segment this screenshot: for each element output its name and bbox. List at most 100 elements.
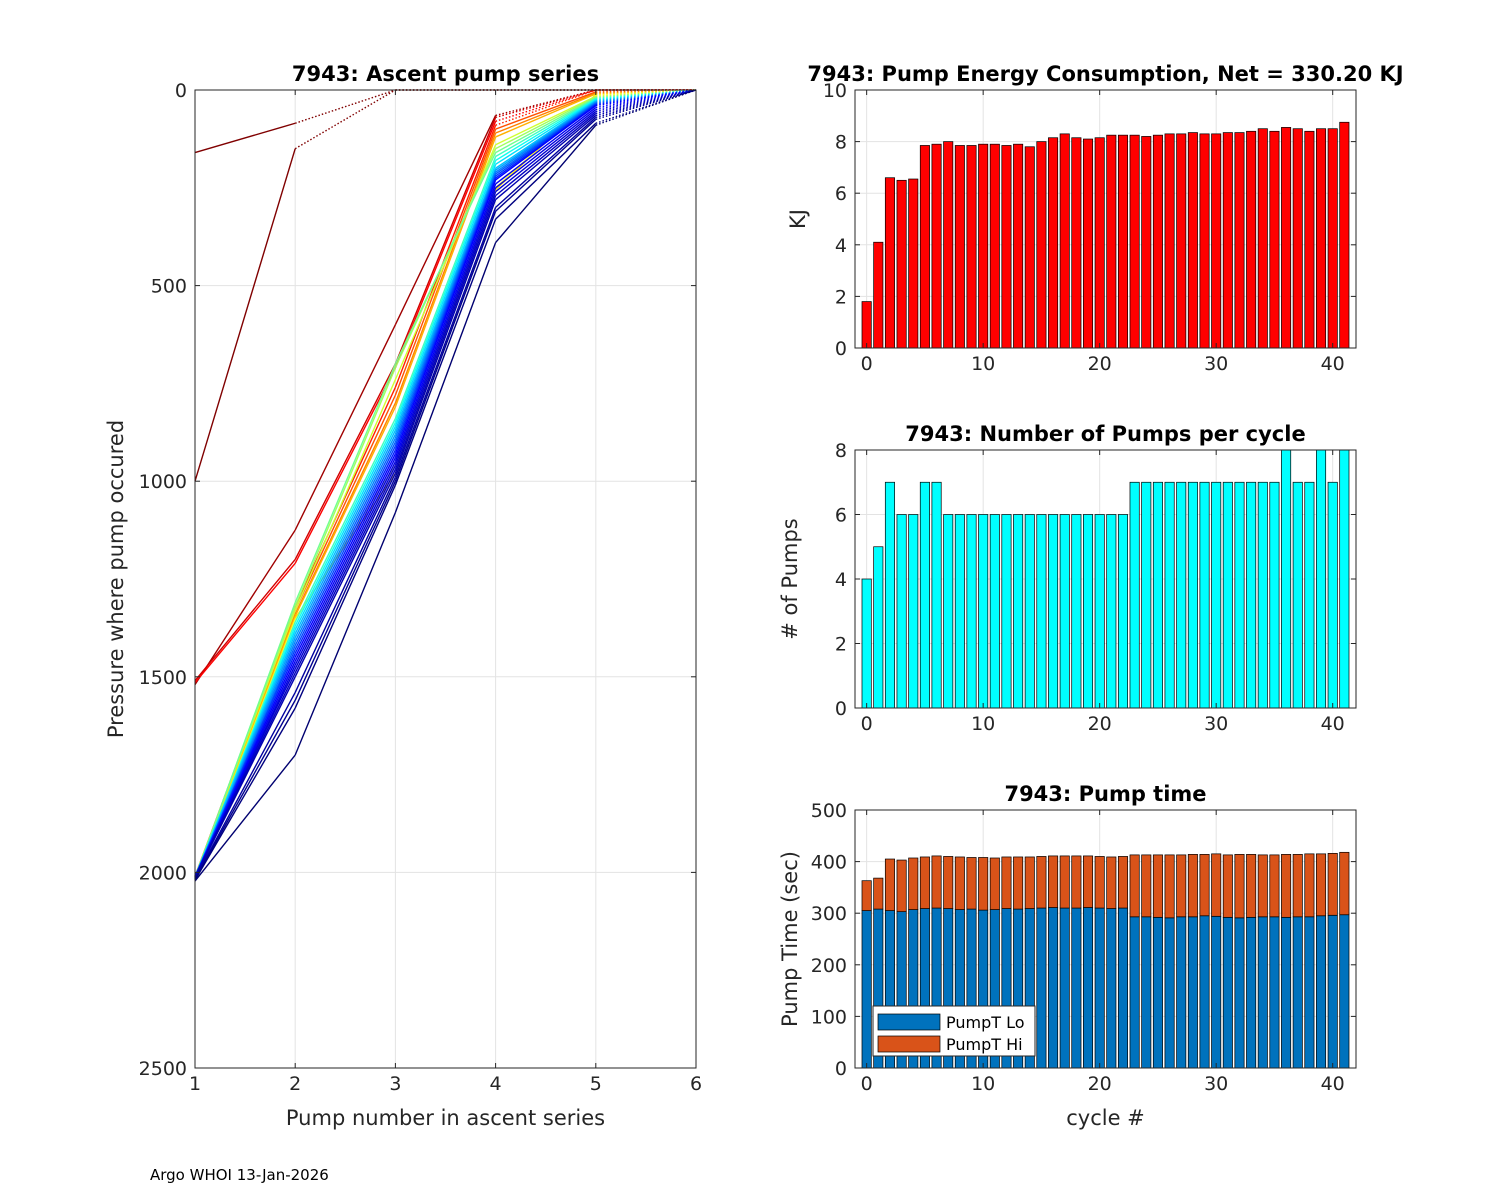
series-line-segment — [294, 379, 397, 611]
bar — [1234, 132, 1245, 349]
bar — [1164, 917, 1175, 1069]
bar — [1292, 128, 1303, 349]
x-tick-label: 0 — [861, 1073, 873, 1095]
bar — [1176, 854, 1187, 918]
bar — [1327, 128, 1338, 349]
bar — [1164, 133, 1175, 349]
bar — [1187, 854, 1198, 918]
y-tick-label: 8 — [835, 440, 847, 462]
bar — [1094, 137, 1105, 349]
bar — [1176, 916, 1187, 1069]
x-tick-label: 10 — [971, 713, 995, 735]
bar — [908, 178, 919, 349]
bar — [861, 301, 872, 349]
x-tick-label: 20 — [1088, 1073, 1112, 1095]
bar — [1292, 481, 1303, 709]
bar — [1106, 908, 1117, 1069]
series-line-segment — [394, 171, 497, 439]
energy-plot — [861, 121, 1350, 349]
bar — [1246, 130, 1257, 349]
x-tick-label: 10 — [971, 1073, 995, 1095]
bar — [943, 141, 954, 349]
bar — [1141, 481, 1152, 709]
bar — [1059, 514, 1070, 709]
x-tick-label: 6 — [690, 1073, 702, 1095]
bar — [943, 856, 954, 909]
series-line-segment — [394, 124, 497, 388]
series-line-segment — [595, 89, 697, 113]
bar — [1176, 481, 1187, 709]
legend-label: PumpT Hi — [946, 1035, 1023, 1054]
series-line-segment — [194, 529, 296, 686]
legend-swatch — [877, 1013, 941, 1031]
axes-box — [854, 89, 1357, 349]
y-tick-label: 2 — [835, 286, 847, 308]
series-line-segment — [394, 199, 497, 474]
series-line-segment — [294, 426, 397, 631]
bar — [1257, 854, 1268, 918]
series-line-segment — [495, 97, 597, 154]
series-line-segment — [495, 118, 597, 212]
y-tick-label: 1000 — [139, 471, 187, 493]
bar — [1269, 916, 1280, 1069]
bar — [1316, 128, 1327, 349]
chart-title: 7943: Number of Pumps per cycle — [905, 422, 1305, 446]
bar — [861, 880, 872, 911]
series-line-segment — [394, 218, 497, 486]
bar — [1304, 130, 1315, 349]
bar — [1036, 141, 1047, 349]
series-line-segment — [495, 92, 597, 134]
y-tick-label: 8 — [835, 132, 847, 154]
bar — [1152, 916, 1163, 1069]
bar — [1281, 916, 1292, 1069]
bar — [1129, 854, 1140, 918]
bar — [966, 514, 977, 709]
series-line-segment — [194, 676, 296, 879]
bar — [908, 514, 919, 709]
series-line-segment — [394, 175, 497, 447]
bar — [1187, 916, 1198, 1069]
series-line-segment — [394, 169, 497, 435]
series-line-segment — [194, 122, 296, 154]
y-tick-label: 2 — [835, 634, 847, 656]
bar — [1211, 481, 1222, 709]
legend-swatch — [877, 1035, 941, 1053]
ascent-frame: 1 2 3 4 5 6 0 500 1000 1500 2000 2500 7943: Ascent p… — [104, 62, 702, 1130]
bar — [1339, 121, 1350, 349]
x-tick-label: 40 — [1321, 1073, 1345, 1095]
series-line-segment — [194, 148, 296, 482]
series-line-segment — [495, 109, 597, 189]
y-tick-label: 4 — [835, 569, 847, 591]
series-line-segment — [294, 476, 397, 693]
series-line-segment — [495, 114, 597, 201]
bar — [1281, 854, 1292, 918]
series-line-segment — [394, 132, 497, 404]
series-line-segment — [294, 367, 397, 607]
bar — [1106, 856, 1117, 909]
series-line-segment — [394, 173, 497, 443]
x-tick-label: 30 — [1204, 353, 1228, 375]
bar — [1164, 481, 1175, 709]
series-line-segment — [495, 104, 597, 179]
series-line-segment — [595, 89, 697, 126]
bar — [908, 857, 919, 910]
series-line-segment — [294, 324, 397, 531]
pumps-frame: 0 10 20 30 40 0 2 4 6 8 7943: Number of Pumps per … — [778, 422, 1357, 735]
series-line-segment — [294, 89, 396, 150]
bar — [1246, 916, 1257, 1069]
series-line-segment — [294, 445, 397, 650]
series-line-segment — [194, 754, 296, 882]
x-tick-label: 0 — [861, 713, 873, 735]
series-line-segment — [294, 430, 397, 635]
series-line-segment — [294, 402, 397, 615]
bar — [978, 857, 989, 911]
bar — [1234, 854, 1245, 919]
series-line-segment — [294, 367, 397, 564]
bar — [1059, 133, 1070, 349]
bar — [1013, 856, 1024, 910]
bar — [896, 859, 907, 913]
bar — [931, 143, 942, 349]
chart-title: 7943: Ascent pump series — [292, 62, 599, 86]
